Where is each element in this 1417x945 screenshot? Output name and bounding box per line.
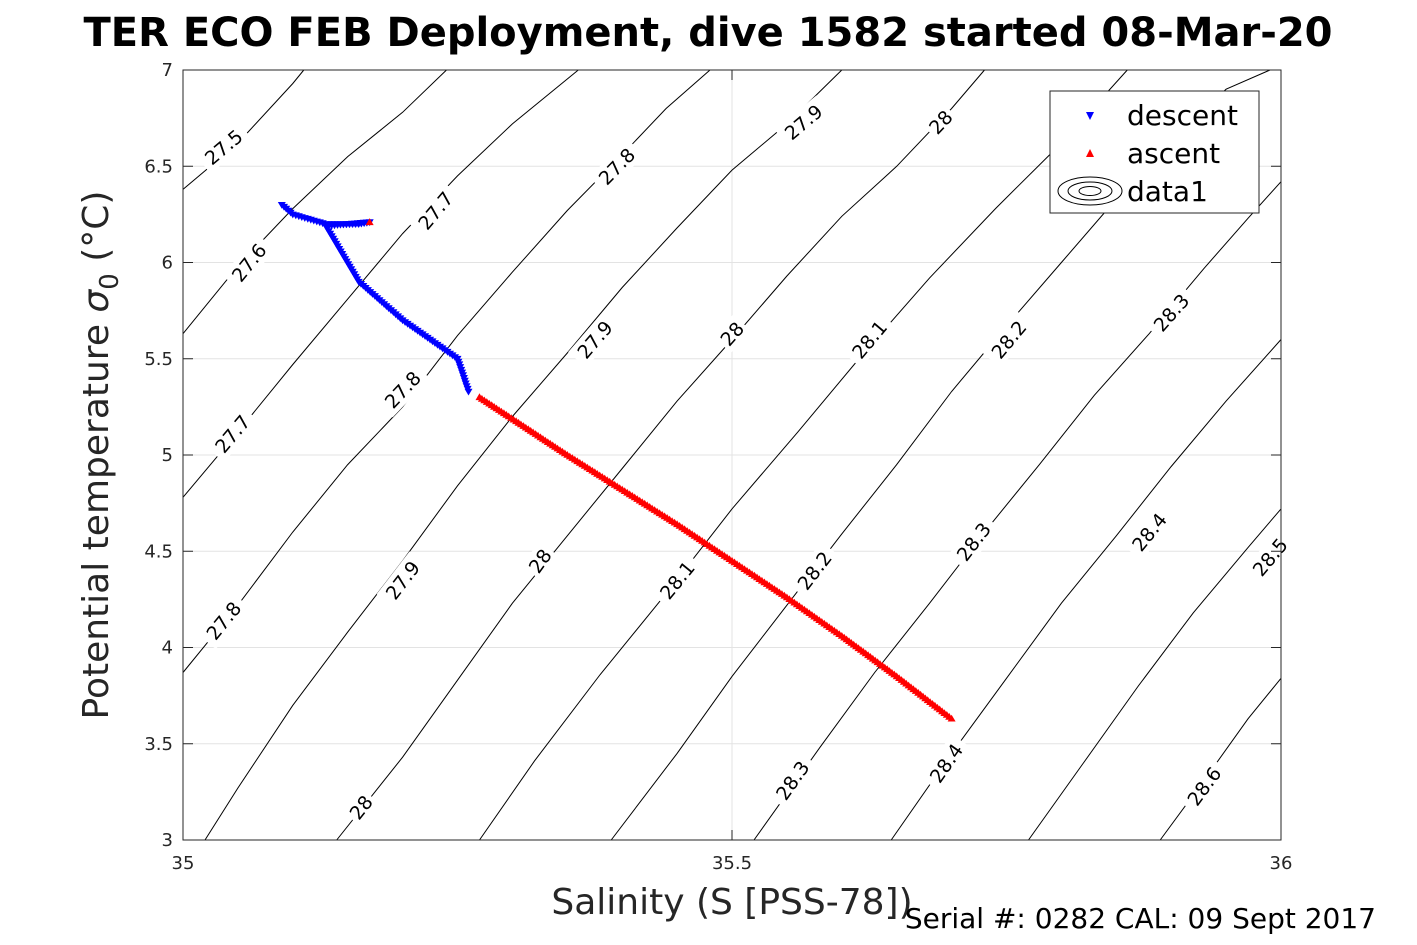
legend-ascent-label: ascent: [1127, 137, 1220, 170]
contour-line-28-6: [1159, 677, 1282, 841]
contour-label-bg: [408, 182, 463, 239]
contour-line-28: [336, 69, 985, 841]
contour-label-bg: [568, 311, 622, 368]
contour-label-bg: [589, 138, 645, 194]
y-tick-label: 5.5: [144, 349, 173, 370]
contour-label-bg: [197, 592, 250, 650]
legend-descent-label: descent: [1127, 99, 1238, 132]
contour-label-bg: [766, 751, 818, 810]
legend-data1-label: data1: [1127, 175, 1208, 208]
series-ascent: [475, 393, 956, 722]
contour-label-bg: [713, 314, 751, 353]
contour-label-bg: [1144, 284, 1199, 341]
contour-line-28-1: [479, 69, 1128, 841]
data-series: [277, 202, 956, 722]
contour-label-bg: [1243, 528, 1297, 586]
x-tick-label: 35.5: [712, 853, 752, 874]
contour-line-28-3: [753, 181, 1282, 841]
contour-label-bg: [650, 551, 704, 609]
descent-marker: [464, 388, 473, 396]
y-tick-label: 5: [162, 445, 173, 466]
ascent-marker: [947, 714, 956, 722]
y-axis-label: Potential temperature σ0 (°C): [76, 191, 125, 720]
contour-legend-icon: [1057, 176, 1123, 206]
contour-label-bg: [921, 102, 960, 142]
x-axis-label: Salinity (S [PSS-78]): [551, 882, 912, 923]
contour-label-bg: [1122, 503, 1176, 561]
y-tick-label: 4: [162, 638, 173, 659]
x-tick-label: 35: [172, 853, 195, 874]
contour-line-28-5: [1028, 508, 1282, 841]
contour-label-bg: [1178, 757, 1230, 815]
descent-marker-icon: [1086, 112, 1094, 120]
chart-title: TER ECO FEB Deployment, dive 1582 starte…: [83, 10, 1332, 56]
ascent-marker-icon: [1086, 149, 1094, 157]
contour-label-bg: [775, 95, 832, 149]
contour-label-bg: [788, 541, 841, 600]
legend-box: [1049, 90, 1260, 214]
ascent-marker: [365, 218, 374, 226]
contour-label-bg: [920, 733, 972, 793]
y-axis-ticks: 3 3.5 4 4.5 5 5.5 6 6.5 7: [144, 60, 1281, 851]
contour-label-bg: [195, 120, 252, 174]
x-axis-ticks: 35 35.5 36: [172, 70, 1293, 874]
legend: descent ascent data1: [1049, 90, 1260, 214]
y-tick-label: 7: [162, 60, 173, 81]
y-tick-label: 6.5: [144, 156, 173, 177]
y-tick-label: 3: [162, 830, 173, 851]
serial-cal-footer: Serial #: 0282 CAL: 09 Sept 2017: [905, 902, 1376, 935]
contour-label-bg: [222, 233, 276, 292]
contour-label-bg: [947, 512, 1000, 571]
y-tick-label: 6: [162, 253, 173, 274]
series-descent: [277, 202, 473, 396]
y-tick-label: 3.5: [144, 734, 173, 755]
contour-label-bg: [376, 551, 429, 609]
contour-label-bg: [521, 541, 559, 581]
y-tick-label: 4.5: [144, 541, 173, 562]
contour-label-bg: [842, 311, 896, 368]
contour-label-bg: [982, 311, 1036, 368]
x-tick-label: 36: [1270, 853, 1293, 874]
contour-label-bg: [375, 361, 430, 418]
contour-line-27-8: [182, 69, 711, 673]
contour-label-bg: [205, 405, 259, 463]
contour-label-bg: [342, 788, 380, 827]
